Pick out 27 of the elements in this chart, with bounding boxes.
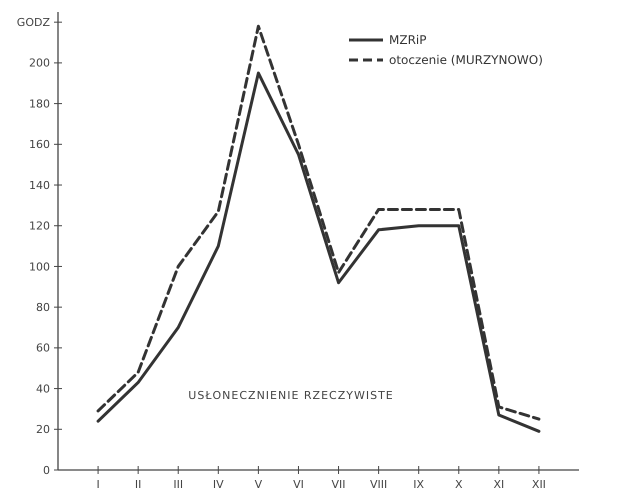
x-tick-label: IX [413,478,425,491]
y-tick-label: 100 [29,260,50,274]
y-tick-label: 180 [29,97,50,110]
y-tick-label: 120 [29,220,50,233]
x-tick-label: VIII [370,478,388,491]
x-tick-label: XI [493,478,504,491]
x-tick-label: VII [332,478,346,491]
y-tick-label: 40 [36,382,50,396]
y-tick-label: 160 [29,138,50,152]
x-tick-label: III [173,478,184,491]
x-tick-label: VI [293,478,304,491]
y-tick-label: 60 [36,342,50,355]
x-tick-label: V [254,478,263,491]
y-tick-label: 20 [36,423,50,436]
y-tick-label: 200 [29,56,50,70]
y-tick-label: GODZ [16,16,50,30]
x-tick-label: II [134,478,142,491]
x-tick-label: I [96,478,100,491]
x-tick-label: XII [532,478,546,491]
x-tick-label: IV [212,478,224,491]
y-tick-label: 80 [36,301,50,314]
legend-label: MZRiP [389,33,426,48]
x-tick-label: X [454,478,463,491]
legend-label: otoczenie (MURZYNOWO) [389,53,543,68]
annotation: USŁONECZNIENIE RZECZYWISTE [188,388,394,402]
y-tick-label: 0 [43,464,50,477]
y-tick-label: 140 [29,178,50,192]
